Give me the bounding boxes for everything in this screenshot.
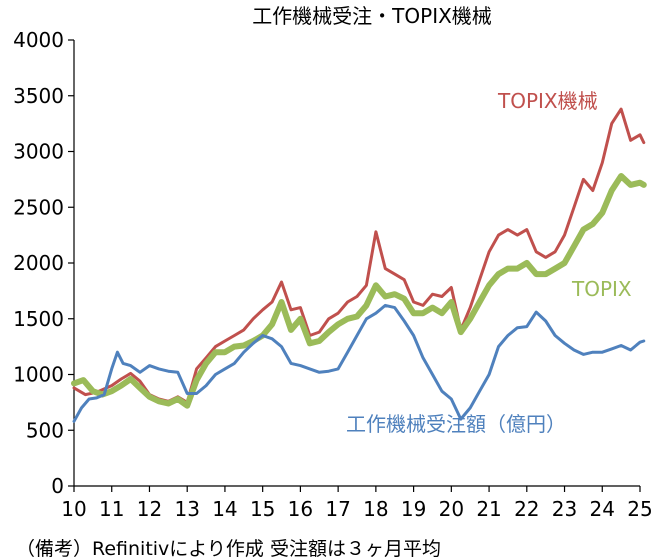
x-tick-label: 13 (174, 497, 199, 521)
x-tick-label: 19 (401, 497, 426, 521)
x-tick-label: 16 (288, 497, 313, 521)
chart-title: 工作機械受注・TOPIX機械 (252, 4, 492, 28)
series-label-topix-machinery: TOPIX機械 (497, 89, 598, 113)
y-tick-label: 3500 (13, 84, 64, 108)
x-tick-label: 22 (514, 497, 539, 521)
y-tick-label: 3000 (13, 140, 64, 164)
x-tick-label: 25 (627, 497, 651, 521)
axes: 0 500 1000 1500 2000 2500 3000 3500 4000 10 11 12 13… (13, 28, 651, 521)
x-tick-label: 10 (61, 497, 86, 521)
series-line-machine-orders (72, 303, 646, 423)
x-tick-label: 12 (137, 497, 162, 521)
y-tick-label: 1500 (13, 307, 64, 331)
x-tick-label: 18 (363, 497, 388, 521)
series-layer (71, 107, 647, 423)
x-tick-label: 15 (250, 497, 275, 521)
series-line-topix (71, 173, 647, 409)
y-tick-label: 1000 (13, 363, 64, 387)
y-tick-label: 2500 (13, 195, 64, 219)
y-tick-label: 4000 (13, 28, 64, 52)
series-label-topix: TOPIX (571, 277, 632, 301)
y-tick-label: 2000 (13, 251, 64, 275)
x-tick-label: 24 (590, 497, 615, 521)
y-tick-label: 0 (51, 474, 64, 498)
y-tick-label: 500 (26, 418, 64, 442)
series-label-machine-orders: 工作機械受注額（億円） (346, 412, 566, 436)
x-tick-label: 17 (325, 497, 350, 521)
series-line-topix-machinery (72, 107, 646, 404)
x-tick-label: 21 (476, 497, 501, 521)
x-tick-label: 14 (212, 497, 237, 521)
x-tick-label: 23 (552, 497, 577, 521)
footnote: （備考）Refinitivにより作成 受注額は３ヶ月平均 (16, 538, 441, 560)
x-tick-label: 20 (439, 497, 464, 521)
x-tick-label: 11 (99, 497, 124, 521)
